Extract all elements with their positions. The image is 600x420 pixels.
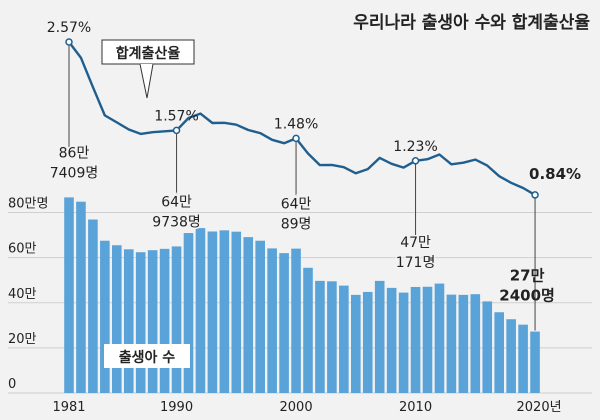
bar xyxy=(410,286,421,393)
rate-marker xyxy=(172,126,181,135)
births-label: 27만 xyxy=(510,267,545,285)
bar xyxy=(446,294,457,393)
y-tick-label: 60만 xyxy=(8,242,37,257)
y-tick-label: 80만명 xyxy=(8,197,48,212)
rate-line xyxy=(68,41,536,196)
bar xyxy=(135,252,146,393)
bar xyxy=(100,240,110,393)
births-label: 47만 xyxy=(400,235,431,251)
bar xyxy=(64,197,74,393)
bar xyxy=(470,294,481,393)
births-label: 9738명 xyxy=(152,214,201,230)
bar xyxy=(315,280,325,393)
y-tick-label: 0 xyxy=(8,377,16,392)
bar xyxy=(279,253,289,393)
births-label: 89명 xyxy=(281,217,312,233)
x-tick-label: 2010 xyxy=(399,400,432,415)
births-label: 7409명 xyxy=(50,165,99,181)
bar xyxy=(494,312,504,393)
bar xyxy=(243,237,254,393)
line-callout-box xyxy=(101,39,195,65)
births-label: 64만 xyxy=(281,197,312,213)
bar xyxy=(207,231,218,393)
y-tick-label: 40만 xyxy=(8,287,37,302)
bar xyxy=(482,301,493,393)
rate-label: 0.84% xyxy=(529,165,581,183)
bar xyxy=(398,292,409,393)
births-label: 2400명 xyxy=(499,287,555,305)
bar-series xyxy=(64,197,540,393)
bar xyxy=(123,249,134,393)
rate-marker xyxy=(531,191,539,199)
bar xyxy=(88,219,98,393)
bar xyxy=(255,240,265,393)
line-callout-label: 합계출산율 xyxy=(116,45,181,62)
x-tick-label: 1981 xyxy=(52,400,85,415)
leader-lines xyxy=(68,42,536,331)
rate-label: 1.23% xyxy=(393,139,437,155)
bar xyxy=(362,291,373,393)
bar xyxy=(386,287,397,393)
line-callout-pointer xyxy=(139,63,154,99)
bar xyxy=(374,280,385,393)
rate-label: 2.57% xyxy=(47,20,91,36)
bar-series-callout: 출생아 수 xyxy=(104,344,190,368)
bar xyxy=(112,245,122,393)
rate-marker xyxy=(411,157,420,165)
bar xyxy=(458,294,469,393)
bar xyxy=(76,201,86,393)
bar xyxy=(422,286,433,393)
chart-title: 우리나라 출생아 수와 합계출산율 xyxy=(353,12,590,33)
line-series-callout: 합계출산율 xyxy=(101,39,195,99)
bar xyxy=(219,230,230,393)
x-tick-label: 2000 xyxy=(280,400,313,415)
rate-label: 1.57% xyxy=(154,108,198,124)
rate-marker xyxy=(292,134,300,143)
y-axis-labels: 0 20만 40만 60만 80만명 xyxy=(8,197,48,392)
x-tick-label: 1990 xyxy=(160,400,193,415)
bar-callout-box xyxy=(104,344,190,368)
bar xyxy=(434,283,445,393)
bar xyxy=(147,250,158,393)
bar xyxy=(195,228,206,393)
bar xyxy=(339,285,349,393)
y-tick-label: 20만 xyxy=(8,332,37,347)
line-series xyxy=(65,38,539,199)
bar xyxy=(231,231,242,393)
bar xyxy=(506,319,516,393)
bar xyxy=(518,324,528,393)
births-label: 64만 xyxy=(161,194,192,210)
bar xyxy=(183,233,194,393)
rate-label: 1.48% xyxy=(274,116,318,132)
bar xyxy=(351,294,361,393)
bar xyxy=(267,248,277,393)
annotations: 2.57% 1.57% 1.48% 1.23% 0.84% 86만 7409명 64만 9738… xyxy=(47,20,581,305)
bar xyxy=(159,248,170,393)
births-label: 86만 xyxy=(59,145,90,161)
bar xyxy=(171,246,182,393)
births-label: 171명 xyxy=(396,255,436,271)
x-tick-label: 2020년 xyxy=(517,400,562,415)
bar xyxy=(291,248,301,393)
rate-marker xyxy=(65,38,73,46)
bar xyxy=(327,281,337,393)
bar-callout-label: 출생아 수 xyxy=(119,349,176,366)
x-axis-labels: 1981 1990 2000 2010 2020년 xyxy=(52,400,561,415)
bar xyxy=(303,267,313,393)
bar xyxy=(530,331,540,393)
